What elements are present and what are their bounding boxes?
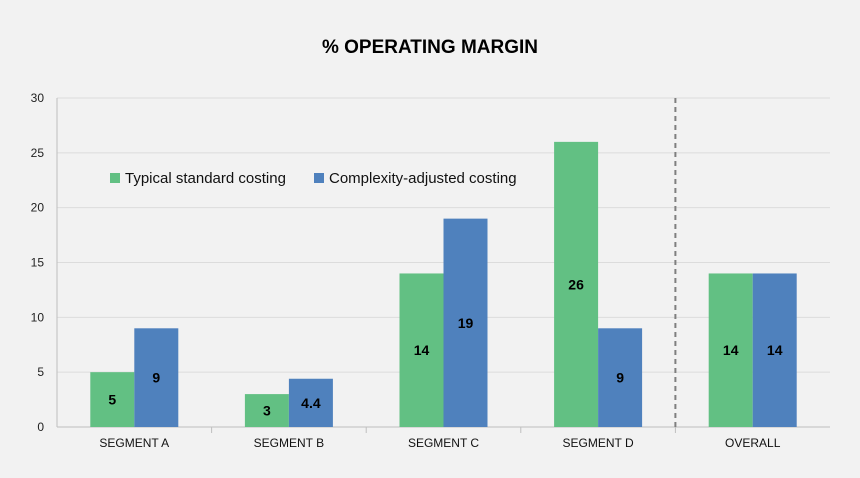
bar [708,273,753,427]
bar-data-label: 14 [414,342,430,358]
legend: Typical standard costing Complexity-adjus… [110,170,517,187]
bar-data-label: 19 [458,315,474,331]
bar [134,328,179,427]
bar-data-label: 5 [108,392,116,408]
legend-swatch [314,173,324,183]
bar [399,273,444,427]
bar-data-label: 4.4 [301,395,321,411]
bar [554,141,599,427]
y-tick-label: 20 [31,201,45,215]
y-tick-label: 30 [31,91,45,105]
y-tick-label: 5 [37,365,44,379]
bar [752,273,797,427]
x-category-label: SEGMENT B [254,436,324,450]
bar [90,372,135,427]
bar-data-label: 3 [263,403,271,419]
legend-label: Complexity-adjusted costing [329,170,517,187]
y-tick-label: 10 [31,310,45,324]
bar [443,218,488,427]
axes: 0 5 10 15 20 25 30 SEGMENT A SEGMENT B SEGMENT C S… [31,91,830,450]
y-tick-label: 15 [31,256,45,270]
x-category-label: SEGMENT C [408,436,479,450]
bar-data-label: 26 [568,276,584,292]
data-labels: 5 9 3 4.4 14 19 26 9 14 14 [108,276,782,418]
bar [598,328,643,427]
legend-swatch [110,173,120,183]
y-tick-label: 0 [37,420,44,434]
y-tick-label: 25 [31,146,45,160]
x-category-label: OVERALL [725,436,781,450]
x-category-label: SEGMENT D [563,436,634,450]
bar-data-label: 9 [152,370,160,386]
x-category-label: SEGMENT A [99,436,169,450]
chart-title: % OPERATING MARGIN [322,37,538,58]
bar-data-label: 9 [616,370,624,386]
bar-data-label: 14 [767,342,783,358]
bars [90,141,797,427]
bar [244,394,289,427]
bar [288,378,333,427]
bar-data-label: 14 [723,342,739,358]
legend-label: Typical standard costing [125,170,286,187]
